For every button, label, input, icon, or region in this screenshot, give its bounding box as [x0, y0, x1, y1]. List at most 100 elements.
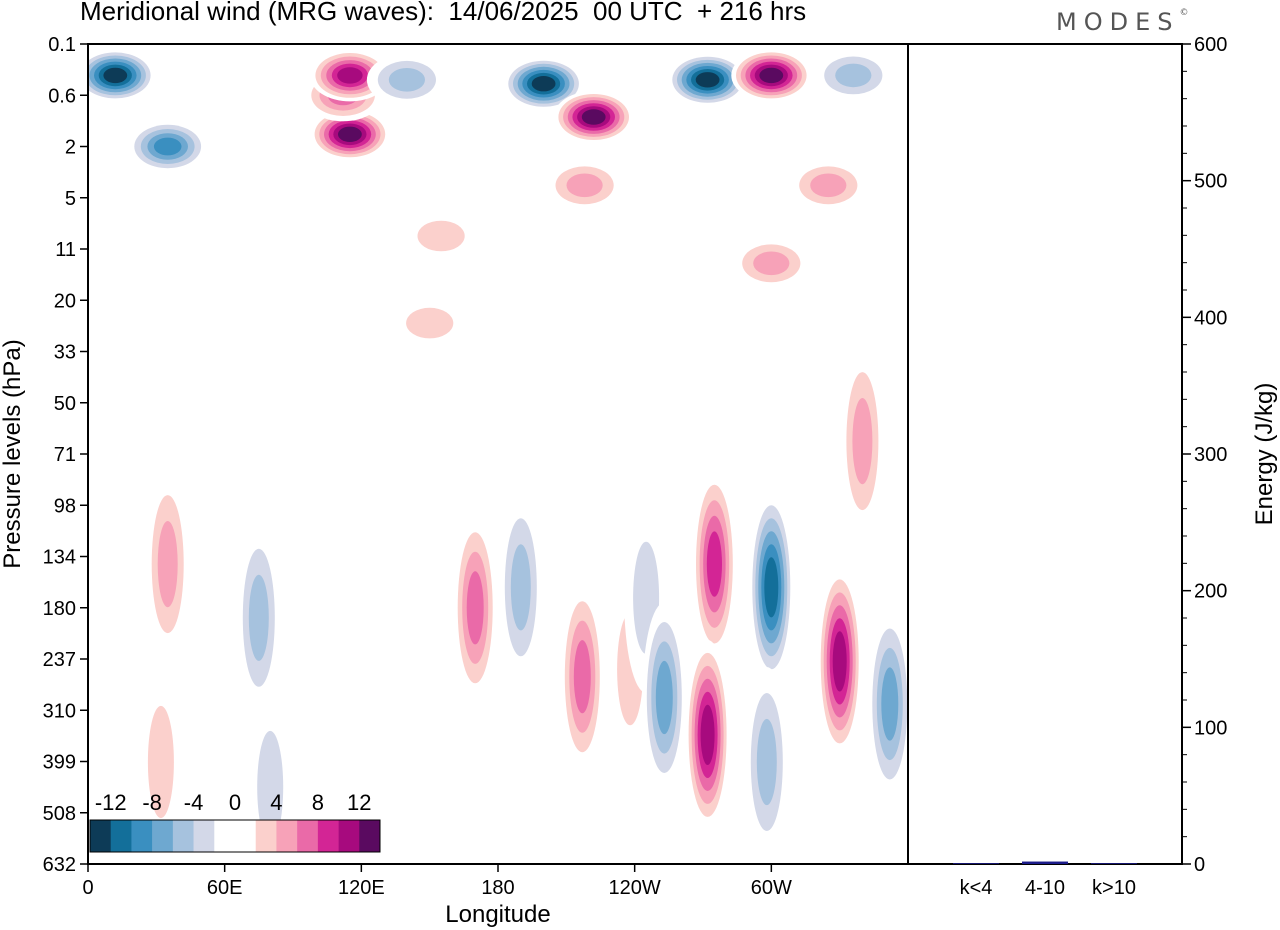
wind-feature — [817, 566, 862, 757]
wind-feature — [453, 512, 498, 703]
wind-feature — [236, 522, 281, 713]
contour-band — [417, 220, 465, 252]
contour-band — [756, 718, 777, 806]
y-axis-title: Pressure levels (hPa) — [0, 339, 26, 568]
wind-feature — [685, 639, 730, 830]
energy-tick-label: 500 — [1194, 171, 1227, 193]
wind-feature — [642, 602, 687, 793]
wind-feature — [692, 469, 737, 660]
logo-mark: © — [1179, 8, 1189, 18]
y-tick-label: 33 — [54, 342, 76, 364]
wind-feature — [138, 667, 183, 857]
colorbar-swatch — [255, 820, 277, 852]
y-tick-label: 20 — [54, 290, 76, 312]
y-tick-label: 134 — [43, 547, 76, 569]
y-tick-label: 399 — [43, 752, 76, 774]
wind-feature — [667, 53, 748, 106]
x-tick-label: 0 — [82, 877, 93, 899]
colorbar-swatch — [235, 820, 257, 852]
y-tick-label: 11 — [55, 239, 76, 261]
contour-band — [764, 557, 779, 618]
contour-band — [573, 640, 591, 714]
energy-category-label: 4-10 — [1025, 877, 1065, 899]
wind-feature — [553, 91, 634, 143]
contour-band — [832, 631, 847, 692]
wind-feature — [544, 159, 625, 212]
x-tick-label: 60E — [207, 877, 243, 899]
wind-field — [88, 49, 908, 864]
y-tick-label: 180 — [43, 598, 76, 620]
wind-feature — [127, 120, 208, 173]
wind-feature — [503, 57, 584, 110]
colorbar-label: -12 — [95, 790, 127, 815]
y-tick-label: 0.6 — [48, 85, 76, 107]
contour-band — [581, 109, 606, 125]
y-tick-label: 508 — [43, 803, 76, 825]
contour-band — [706, 531, 723, 597]
wind-feature — [498, 492, 543, 683]
colorbar-swatch — [172, 820, 194, 852]
contour-band — [466, 571, 484, 645]
y-tick-label: 71 — [54, 444, 76, 466]
colorbar-label: 12 — [347, 790, 371, 815]
colorbar-swatch — [110, 820, 132, 852]
energy-axis-title: Energy (J/kg) — [1251, 383, 1278, 526]
wind-feature — [749, 492, 794, 683]
energy-tick-label: 100 — [1194, 717, 1227, 739]
x-tick-label: 180 — [481, 877, 514, 899]
energy-panel-frame — [907, 43, 1183, 865]
energy-axis: 0 100 200 300 400 500 600 — [1182, 34, 1227, 876]
colorbar-swatch — [214, 820, 236, 852]
x-tick-label: 120E — [338, 877, 385, 899]
logo-text: MODES — [1056, 8, 1180, 36]
y-tick-label: 310 — [43, 700, 76, 722]
wind-feature — [145, 469, 190, 660]
y-tick-label: 50 — [54, 393, 76, 415]
contour-band — [852, 398, 873, 485]
contour-band — [510, 544, 531, 631]
wind-feature — [389, 297, 470, 350]
colorbar-frame — [89, 819, 381, 853]
colorbar-label: 8 — [312, 790, 324, 815]
contour-band — [700, 704, 715, 766]
contour-band — [566, 173, 603, 198]
modes-logo: MODES© — [1056, 8, 1188, 36]
wind-feature — [788, 159, 869, 212]
colorbar-label: 0 — [229, 790, 241, 815]
colorbar-swatch — [359, 820, 381, 852]
wind-feature — [309, 108, 390, 161]
colorbar-swatch — [276, 820, 298, 852]
y-tick-label: 5 — [65, 188, 76, 210]
wind-feature — [88, 49, 156, 102]
energy-tick-label: 0 — [1194, 854, 1205, 876]
energy-tick-label: 200 — [1194, 581, 1227, 603]
contour-band — [655, 660, 673, 735]
energy-tick-label: 400 — [1194, 307, 1227, 329]
energy-tick-label: 600 — [1194, 34, 1227, 56]
pressure-axis: 0.1 0.6 2 5 11 20 33 50 71 98 134 180 237 310 399 508 63… — [43, 34, 88, 876]
x-axis-title: Longitude — [445, 901, 550, 928]
wind-feature — [560, 581, 605, 772]
wind-feature — [366, 53, 447, 106]
contour-band — [338, 126, 362, 142]
y-tick-label: 237 — [43, 649, 76, 671]
y-tick-label: 0.1 — [48, 34, 76, 56]
contour-band — [157, 521, 178, 608]
longitude-axis: 0 60E 120E 180 120W 60W — [82, 864, 792, 899]
energy-tick-label: 300 — [1194, 444, 1227, 466]
energy-category-label: k>10 — [1092, 877, 1136, 899]
energy-bar — [953, 863, 999, 864]
colorbar-label: -8 — [142, 790, 162, 815]
energy-bar — [1022, 861, 1068, 864]
colorbar-swatch — [338, 820, 360, 852]
y-tick-label: 98 — [54, 495, 76, 517]
energy-bars: k<4 4-10 k>10 — [953, 861, 1137, 899]
contour-band — [147, 705, 174, 819]
contour-band — [759, 67, 784, 84]
wind-feature — [248, 692, 293, 864]
wind-feature — [813, 49, 894, 102]
wind-feature — [731, 237, 812, 290]
contour-band — [257, 730, 284, 844]
colorbar-swatch — [193, 820, 215, 852]
